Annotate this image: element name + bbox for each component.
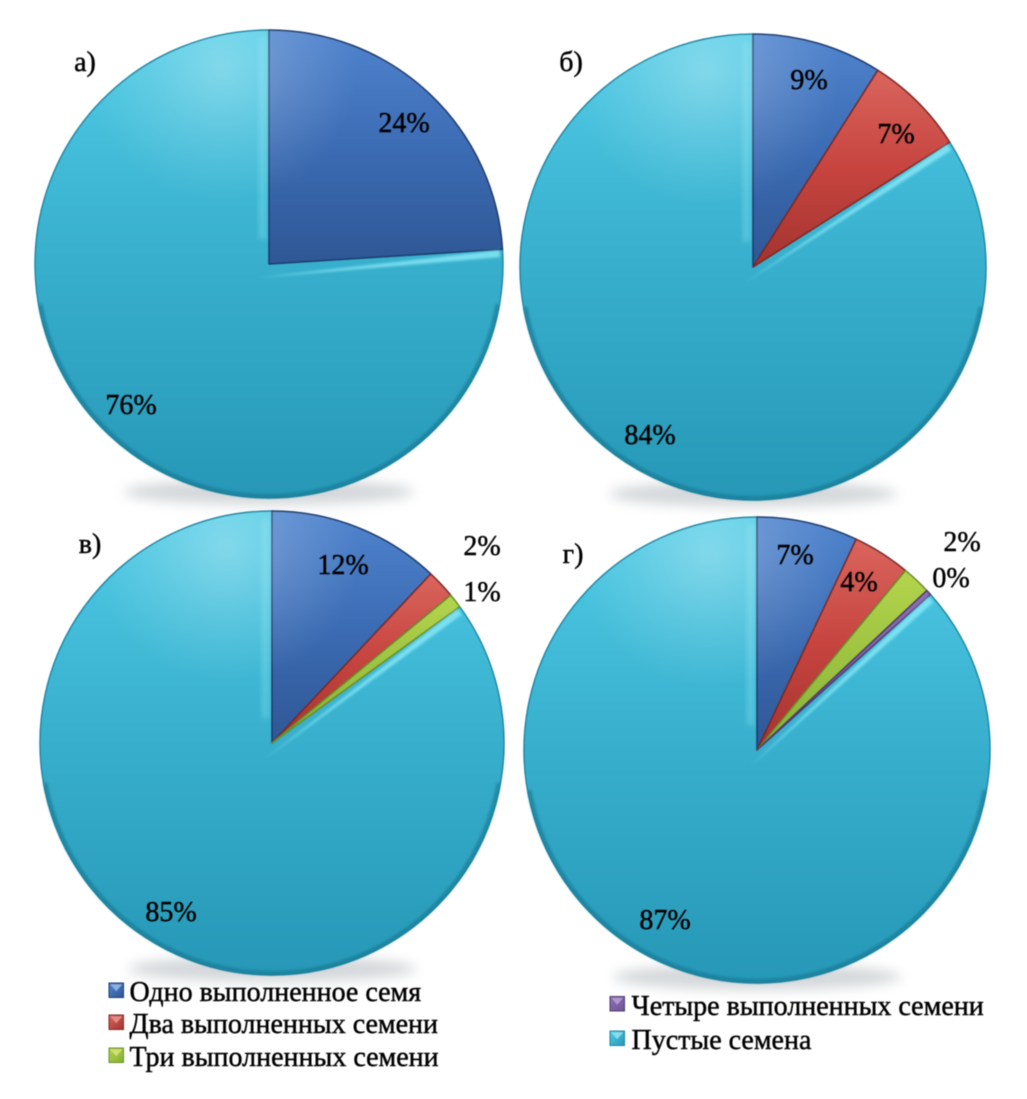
svg-text:7%: 7% [877, 119, 914, 150]
svg-text:24%: 24% [378, 108, 429, 139]
svg-text:76%: 76% [105, 390, 156, 421]
svg-text:Пустые семена: Пустые семена [632, 1025, 812, 1056]
svg-text:Четыре выполненных семени: Четыре выполненных семени [632, 991, 984, 1022]
svg-text:12%: 12% [317, 550, 368, 581]
svg-text:2%: 2% [943, 527, 980, 558]
svg-text:б): б) [559, 47, 583, 78]
svg-text:84%: 84% [624, 420, 675, 451]
svg-text:0%: 0% [932, 563, 969, 594]
svg-text:в): в) [79, 529, 102, 560]
svg-text:4%: 4% [840, 567, 877, 598]
svg-text:2%: 2% [463, 531, 500, 562]
svg-text:г): г) [563, 539, 584, 570]
svg-text:Три выполненных семени: Три выполненных семени [130, 1042, 439, 1073]
svg-text:Два выполненных семени: Два выполненных семени [130, 1009, 439, 1040]
svg-text:а): а) [74, 47, 96, 78]
svg-text:85%: 85% [145, 897, 196, 928]
svg-text:1%: 1% [463, 577, 500, 608]
svg-text:Одно выполненное семя: Одно выполненное семя [130, 977, 422, 1008]
svg-text:87%: 87% [639, 905, 690, 936]
svg-text:9%: 9% [790, 65, 827, 96]
svg-text:7%: 7% [776, 540, 813, 571]
